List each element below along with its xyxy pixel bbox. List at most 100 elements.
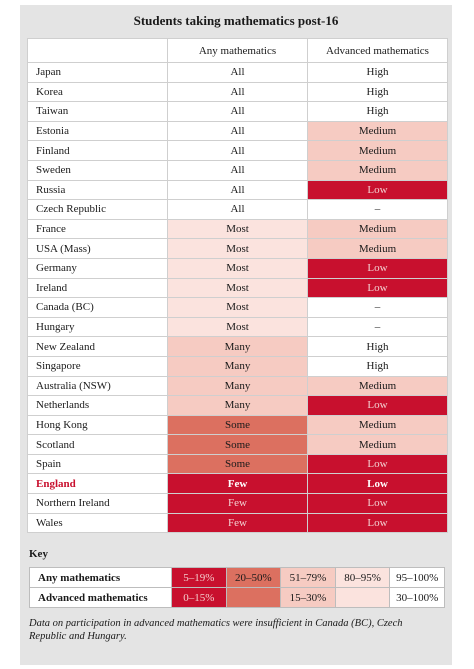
any-mathematics-cell: Some [167, 453, 308, 475]
country-cell: Finland [27, 140, 168, 161]
table-panel: Students taking mathematics post-16 Any … [20, 5, 452, 544]
any-mathematics-cell: Many [167, 336, 308, 357]
advanced-mathematics-cell: Low [307, 277, 448, 299]
table-row: Northern Ireland Few Low [27, 493, 448, 514]
table-row: Canada (BC) Most – [27, 297, 448, 318]
country-cell: Spain [27, 453, 168, 475]
advanced-mathematics-cell: Medium [307, 238, 448, 259]
country-cell: Taiwan [27, 101, 168, 122]
key-swatch: 20–50% [225, 567, 282, 588]
advanced-mathematics-cell: Low [307, 473, 448, 495]
advanced-mathematics-cell: Low [307, 512, 448, 534]
key-swatch [225, 587, 282, 608]
any-mathematics-cell: All [167, 81, 308, 103]
country-cell: Germany [27, 257, 168, 279]
table-row: Wales Few Low [27, 512, 448, 534]
advanced-mathematics-cell: Low [307, 257, 448, 279]
key-swatch: 0–15% [171, 587, 227, 608]
country-cell: Estonia [27, 120, 168, 142]
any-mathematics-cell: All [167, 62, 308, 83]
key-table: Any mathematics 5–19% 20–50% 51–79% 80–95% 95… [29, 567, 445, 608]
advanced-mathematics-cell: High [307, 81, 448, 103]
advanced-mathematics-cell: Low [307, 179, 448, 201]
country-cell: England [27, 473, 168, 495]
advanced-mathematics-cell: Medium [307, 159, 448, 181]
key-row-label: Advanced mathematics [29, 587, 172, 608]
country-cell: Sweden [27, 159, 168, 181]
table-row: Japan All High [27, 62, 448, 83]
country-cell: Australia (NSW) [27, 375, 168, 397]
country-cell: Japan [27, 62, 168, 83]
key-row-label: Any mathematics [29, 567, 172, 588]
country-cell: Russia [27, 179, 168, 201]
advanced-mathematics-cell: High [307, 355, 448, 377]
key-swatch: 95–100% [389, 567, 445, 588]
country-cell: Scotland [27, 434, 168, 455]
table-row: Scotland Some Medium [27, 434, 448, 455]
any-mathematics-cell: Few [167, 473, 308, 495]
table-row: France Most Medium [27, 218, 448, 240]
table-body: Japan All High Korea All High Taiwan All High Est… [27, 62, 448, 534]
header-row: Any mathematics Advanced mathematics [27, 38, 448, 63]
footnote: Data on participation in advanced mathem… [29, 618, 403, 642]
key-swatch: 80–95% [334, 567, 391, 588]
any-mathematics-cell: All [167, 101, 308, 122]
country-cell: Czech Republic [27, 199, 168, 220]
advanced-mathematics-cell: High [307, 62, 448, 83]
advanced-mathematics-column-header: Advanced mathematics [307, 38, 448, 63]
any-mathematics-cell: Some [167, 414, 308, 436]
any-mathematics-cell: Few [167, 493, 308, 514]
table-row: Germany Most Low [27, 257, 448, 279]
table-row: Netherlands Many Low [27, 395, 448, 416]
key-swatch: 51–79% [280, 567, 336, 588]
any-mathematics-cell: All [167, 159, 308, 181]
key-swatch: 30–100% [389, 587, 445, 608]
advanced-mathematics-cell: – [307, 316, 448, 338]
country-cell: Hungary [27, 316, 168, 338]
table-row: Spain Some Low [27, 453, 448, 475]
cropped-heading-strip [0, 0, 474, 3]
advanced-mathematics-cell: Low [307, 453, 448, 475]
country-cell: Northern Ireland [27, 493, 168, 514]
any-mathematics-cell: Most [167, 257, 308, 279]
key-row: Advanced mathematics 0–15% 15–30% 30–100% [29, 587, 445, 608]
country-cell: Hong Kong [27, 414, 168, 436]
any-mathematics-cell: Some [167, 434, 308, 455]
table-row: USA (Mass) Most Medium [27, 238, 448, 259]
country-cell: France [27, 218, 168, 240]
table-row: Australia (NSW) Many Medium [27, 375, 448, 397]
table-title: Students taking mathematics post-16 [133, 13, 339, 28]
country-cell: Wales [27, 512, 168, 534]
table-row: Finland All Medium [27, 140, 448, 161]
advanced-mathematics-cell: Medium [307, 434, 448, 455]
country-cell: USA (Mass) [27, 238, 168, 259]
table-row: Hong Kong Some Medium [27, 414, 448, 436]
table-row: Hungary Most – [27, 316, 448, 338]
any-mathematics-cell: Most [167, 218, 308, 240]
any-mathematics-column-header: Any mathematics [167, 38, 308, 63]
any-mathematics-cell: Most [167, 277, 308, 299]
participation-table: Any mathematics Advanced mathematics Jap… [27, 38, 448, 534]
table-row: New Zealand Many High [27, 336, 448, 357]
country-cell: Singapore [27, 355, 168, 377]
advanced-mathematics-cell: – [307, 199, 448, 220]
table-row: Ireland Most Low [27, 277, 448, 299]
country-cell: Canada (BC) [27, 297, 168, 318]
advanced-mathematics-cell: – [307, 297, 448, 318]
table-row: Singapore Many High [27, 355, 448, 377]
key-body: Any mathematics 5–19% 20–50% 51–79% 80–95% 95… [29, 567, 445, 608]
advanced-mathematics-cell: High [307, 336, 448, 357]
table-row: Korea All High [27, 81, 448, 103]
key-title: Key [29, 548, 48, 560]
key-swatch [334, 587, 391, 608]
any-mathematics-cell: Most [167, 238, 308, 259]
any-mathematics-cell: Many [167, 375, 308, 397]
table-row: Russia All Low [27, 179, 448, 201]
key-panel: Key Any mathematics 5–19% 20–50% 51–79% 80–9… [20, 543, 452, 665]
advanced-mathematics-cell: Low [307, 395, 448, 416]
any-mathematics-cell: Few [167, 512, 308, 534]
key-swatch: 15–30% [280, 587, 336, 608]
table-row: Taiwan All High [27, 101, 448, 122]
advanced-mathematics-cell: Medium [307, 120, 448, 142]
country-cell: New Zealand [27, 336, 168, 357]
